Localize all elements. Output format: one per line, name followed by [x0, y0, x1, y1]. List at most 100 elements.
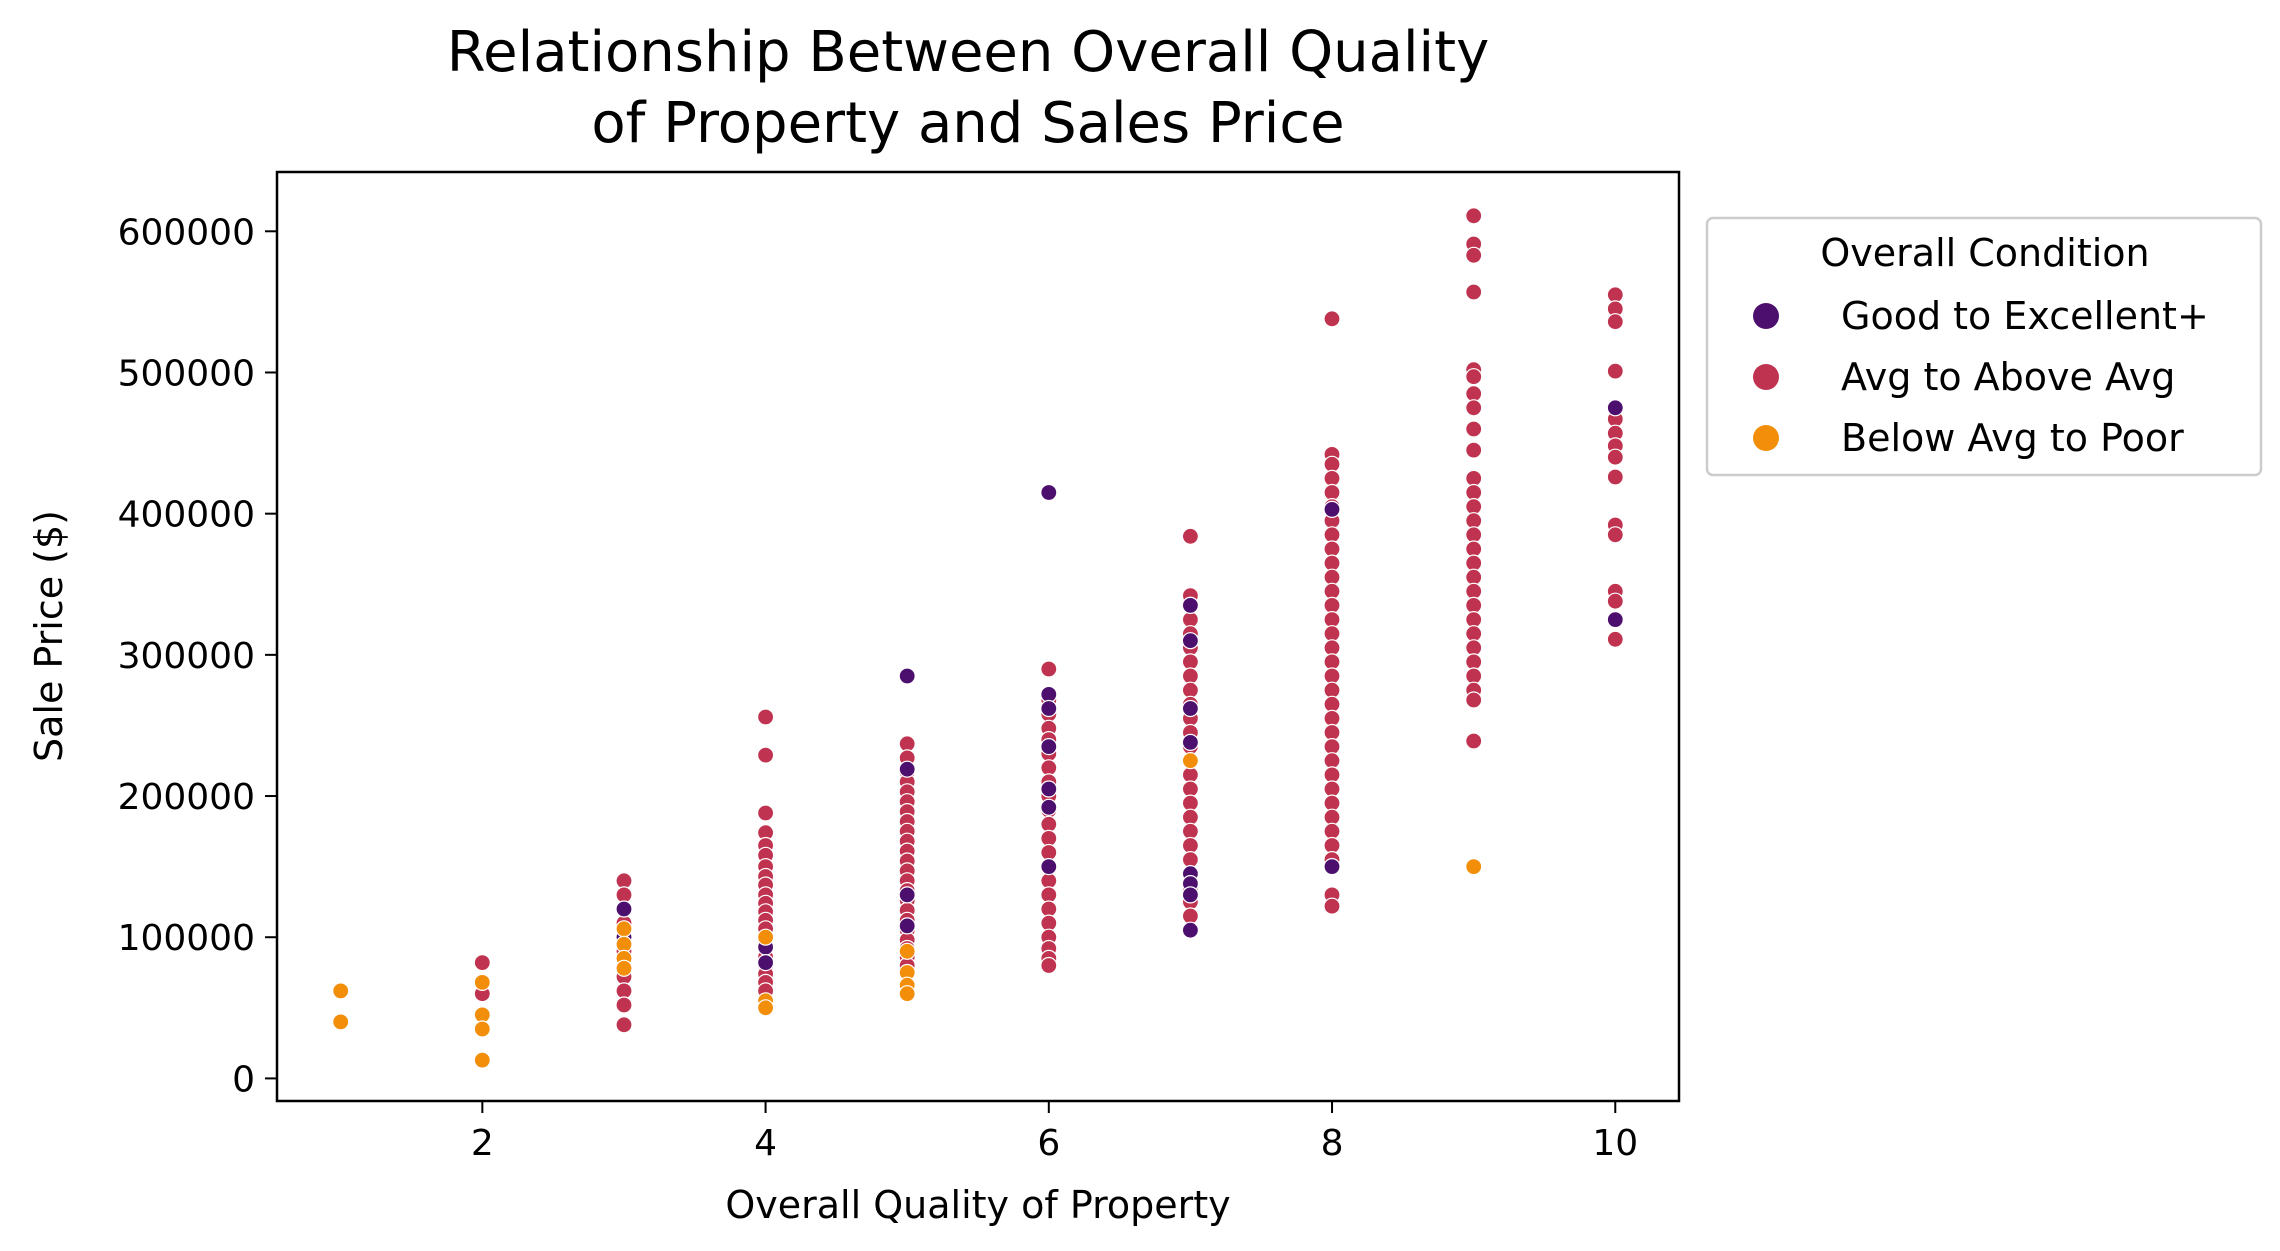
point-avg-to-above-avg — [1465, 691, 1483, 709]
legend-label-avg-to-above-avg: Avg to Above Avg — [1841, 355, 2175, 399]
point-avg-to-above-avg — [756, 804, 775, 822]
point-below-avg-to-poor — [615, 959, 633, 977]
point-avg-to-above-avg — [1323, 526, 1341, 544]
x-tick-label: 4 — [754, 1123, 777, 1164]
point-avg-to-above-avg — [1606, 448, 1624, 466]
legend-title: Overall Condition — [1820, 231, 2149, 275]
point-avg-to-above-avg — [1606, 313, 1624, 331]
point-good-to-excellent — [1606, 610, 1624, 629]
point-avg-to-above-avg — [1181, 907, 1200, 925]
point-avg-to-above-avg — [756, 746, 775, 764]
point-avg-to-above-avg — [1465, 207, 1483, 225]
point-avg-to-above-avg — [1606, 630, 1624, 648]
point-good-to-excellent — [1040, 780, 1058, 798]
legend-box — [1705, 216, 2263, 477]
point-avg-to-above-avg — [1606, 468, 1624, 486]
legend-label-good-to-excellent: Good to Excellent+ — [1841, 294, 2209, 338]
point-avg-to-above-avg — [1606, 526, 1624, 544]
point-below-avg-to-poor — [1465, 857, 1483, 876]
point-below-avg-to-poor — [898, 985, 916, 1003]
point-good-to-excellent — [1181, 886, 1200, 904]
point-good-to-excellent — [898, 886, 916, 904]
legend: Overall Condition Good to Excellent+ Avg… — [1705, 216, 2263, 477]
point-good-to-excellent — [1040, 737, 1058, 756]
y-axis-label: Sale Price ($) — [27, 510, 71, 762]
legend-marker-good-to-excellent — [1753, 303, 1779, 329]
x-tick-label: 6 — [1037, 1123, 1060, 1164]
point-avg-to-above-avg — [1323, 310, 1341, 328]
point-avg-to-above-avg — [1181, 527, 1200, 545]
point-avg-to-above-avg — [1323, 897, 1341, 915]
point-avg-to-above-avg — [1040, 660, 1058, 678]
point-good-to-excellent — [1040, 857, 1058, 876]
point-avg-to-above-avg — [1465, 667, 1483, 685]
chart-title-line-2: of Property and Sales Price — [591, 91, 1344, 156]
point-below-avg-to-poor — [332, 982, 350, 1000]
point-below-avg-to-poor — [332, 1013, 350, 1031]
point-good-to-excellent — [1606, 399, 1624, 417]
point-avg-to-above-avg — [1323, 752, 1341, 770]
point-below-avg-to-poor — [756, 999, 775, 1017]
point-good-to-excellent — [1040, 699, 1058, 718]
legend-label-below-avg-to-poor: Below Avg to Poor — [1841, 416, 2184, 460]
point-good-to-excellent — [898, 917, 916, 935]
point-below-avg-to-poor — [615, 920, 633, 938]
point-avg-to-above-avg — [1465, 526, 1483, 544]
x-axis-ticks: 2 4 6 8 10 — [471, 1101, 1638, 1164]
point-avg-to-above-avg — [1465, 441, 1483, 459]
point-good-to-excellent — [1040, 798, 1058, 816]
point-good-to-excellent — [1181, 632, 1200, 650]
point-avg-to-above-avg — [1606, 592, 1624, 610]
point-below-avg-to-poor — [1181, 752, 1200, 770]
point-good-to-excellent — [756, 953, 775, 972]
y-tick-label: 0 — [232, 1059, 255, 1100]
point-below-avg-to-poor — [756, 928, 775, 946]
point-good-to-excellent — [615, 900, 633, 918]
point-good-to-excellent — [1181, 596, 1200, 615]
point-below-avg-to-poor — [473, 1020, 491, 1038]
point-good-to-excellent — [1040, 483, 1058, 502]
point-below-avg-to-poor — [473, 1051, 491, 1069]
point-avg-to-above-avg — [1181, 667, 1200, 685]
point-avg-to-above-avg — [1465, 368, 1483, 386]
point-avg-to-above-avg — [615, 996, 633, 1014]
point-avg-to-above-avg — [615, 1016, 633, 1034]
x-tick-label: 2 — [471, 1123, 494, 1164]
y-axis-ticks: 0 100000 200000 300000 400000 500000 600000 — [118, 212, 277, 1100]
point-below-avg-to-poor — [473, 973, 491, 992]
y-tick-label: 500000 — [118, 353, 255, 394]
point-avg-to-above-avg — [1465, 732, 1483, 750]
point-good-to-excellent — [1181, 699, 1200, 718]
x-axis-label: Overall Quality of Property — [725, 1183, 1230, 1227]
point-good-to-excellent — [898, 760, 916, 778]
data-points — [332, 207, 1624, 1069]
point-good-to-excellent — [1181, 921, 1200, 939]
point-good-to-excellent — [898, 667, 916, 685]
point-avg-to-above-avg — [756, 708, 775, 726]
x-tick-label: 8 — [1321, 1123, 1344, 1164]
point-avg-to-above-avg — [1323, 822, 1341, 840]
y-tick-label: 100000 — [118, 918, 255, 959]
point-avg-to-above-avg — [1465, 420, 1483, 438]
point-avg-to-above-avg — [1465, 246, 1483, 264]
y-tick-label: 400000 — [118, 495, 255, 536]
y-tick-label: 600000 — [118, 212, 255, 253]
point-good-to-excellent — [1323, 857, 1341, 876]
x-tick-label: 10 — [1592, 1123, 1638, 1164]
point-below-avg-to-poor — [898, 942, 916, 960]
point-good-to-excellent — [1181, 733, 1200, 752]
plot-area-frame — [275, 170, 1681, 1103]
legend-marker-avg-to-above-avg — [1753, 364, 1779, 390]
point-avg-to-above-avg — [473, 953, 491, 972]
point-avg-to-above-avg — [1606, 362, 1624, 380]
point-avg-to-above-avg — [1465, 283, 1483, 301]
point-avg-to-above-avg — [1040, 956, 1058, 975]
y-tick-label: 300000 — [118, 636, 255, 677]
point-avg-to-above-avg — [1465, 399, 1483, 417]
point-avg-to-above-avg — [1323, 667, 1341, 685]
legend-marker-below-avg-to-poor — [1753, 425, 1779, 451]
point-good-to-excellent — [1323, 500, 1341, 518]
chart-title-line-1: Relationship Between Overall Quality — [447, 20, 1489, 85]
point-avg-to-above-avg — [1181, 822, 1200, 840]
